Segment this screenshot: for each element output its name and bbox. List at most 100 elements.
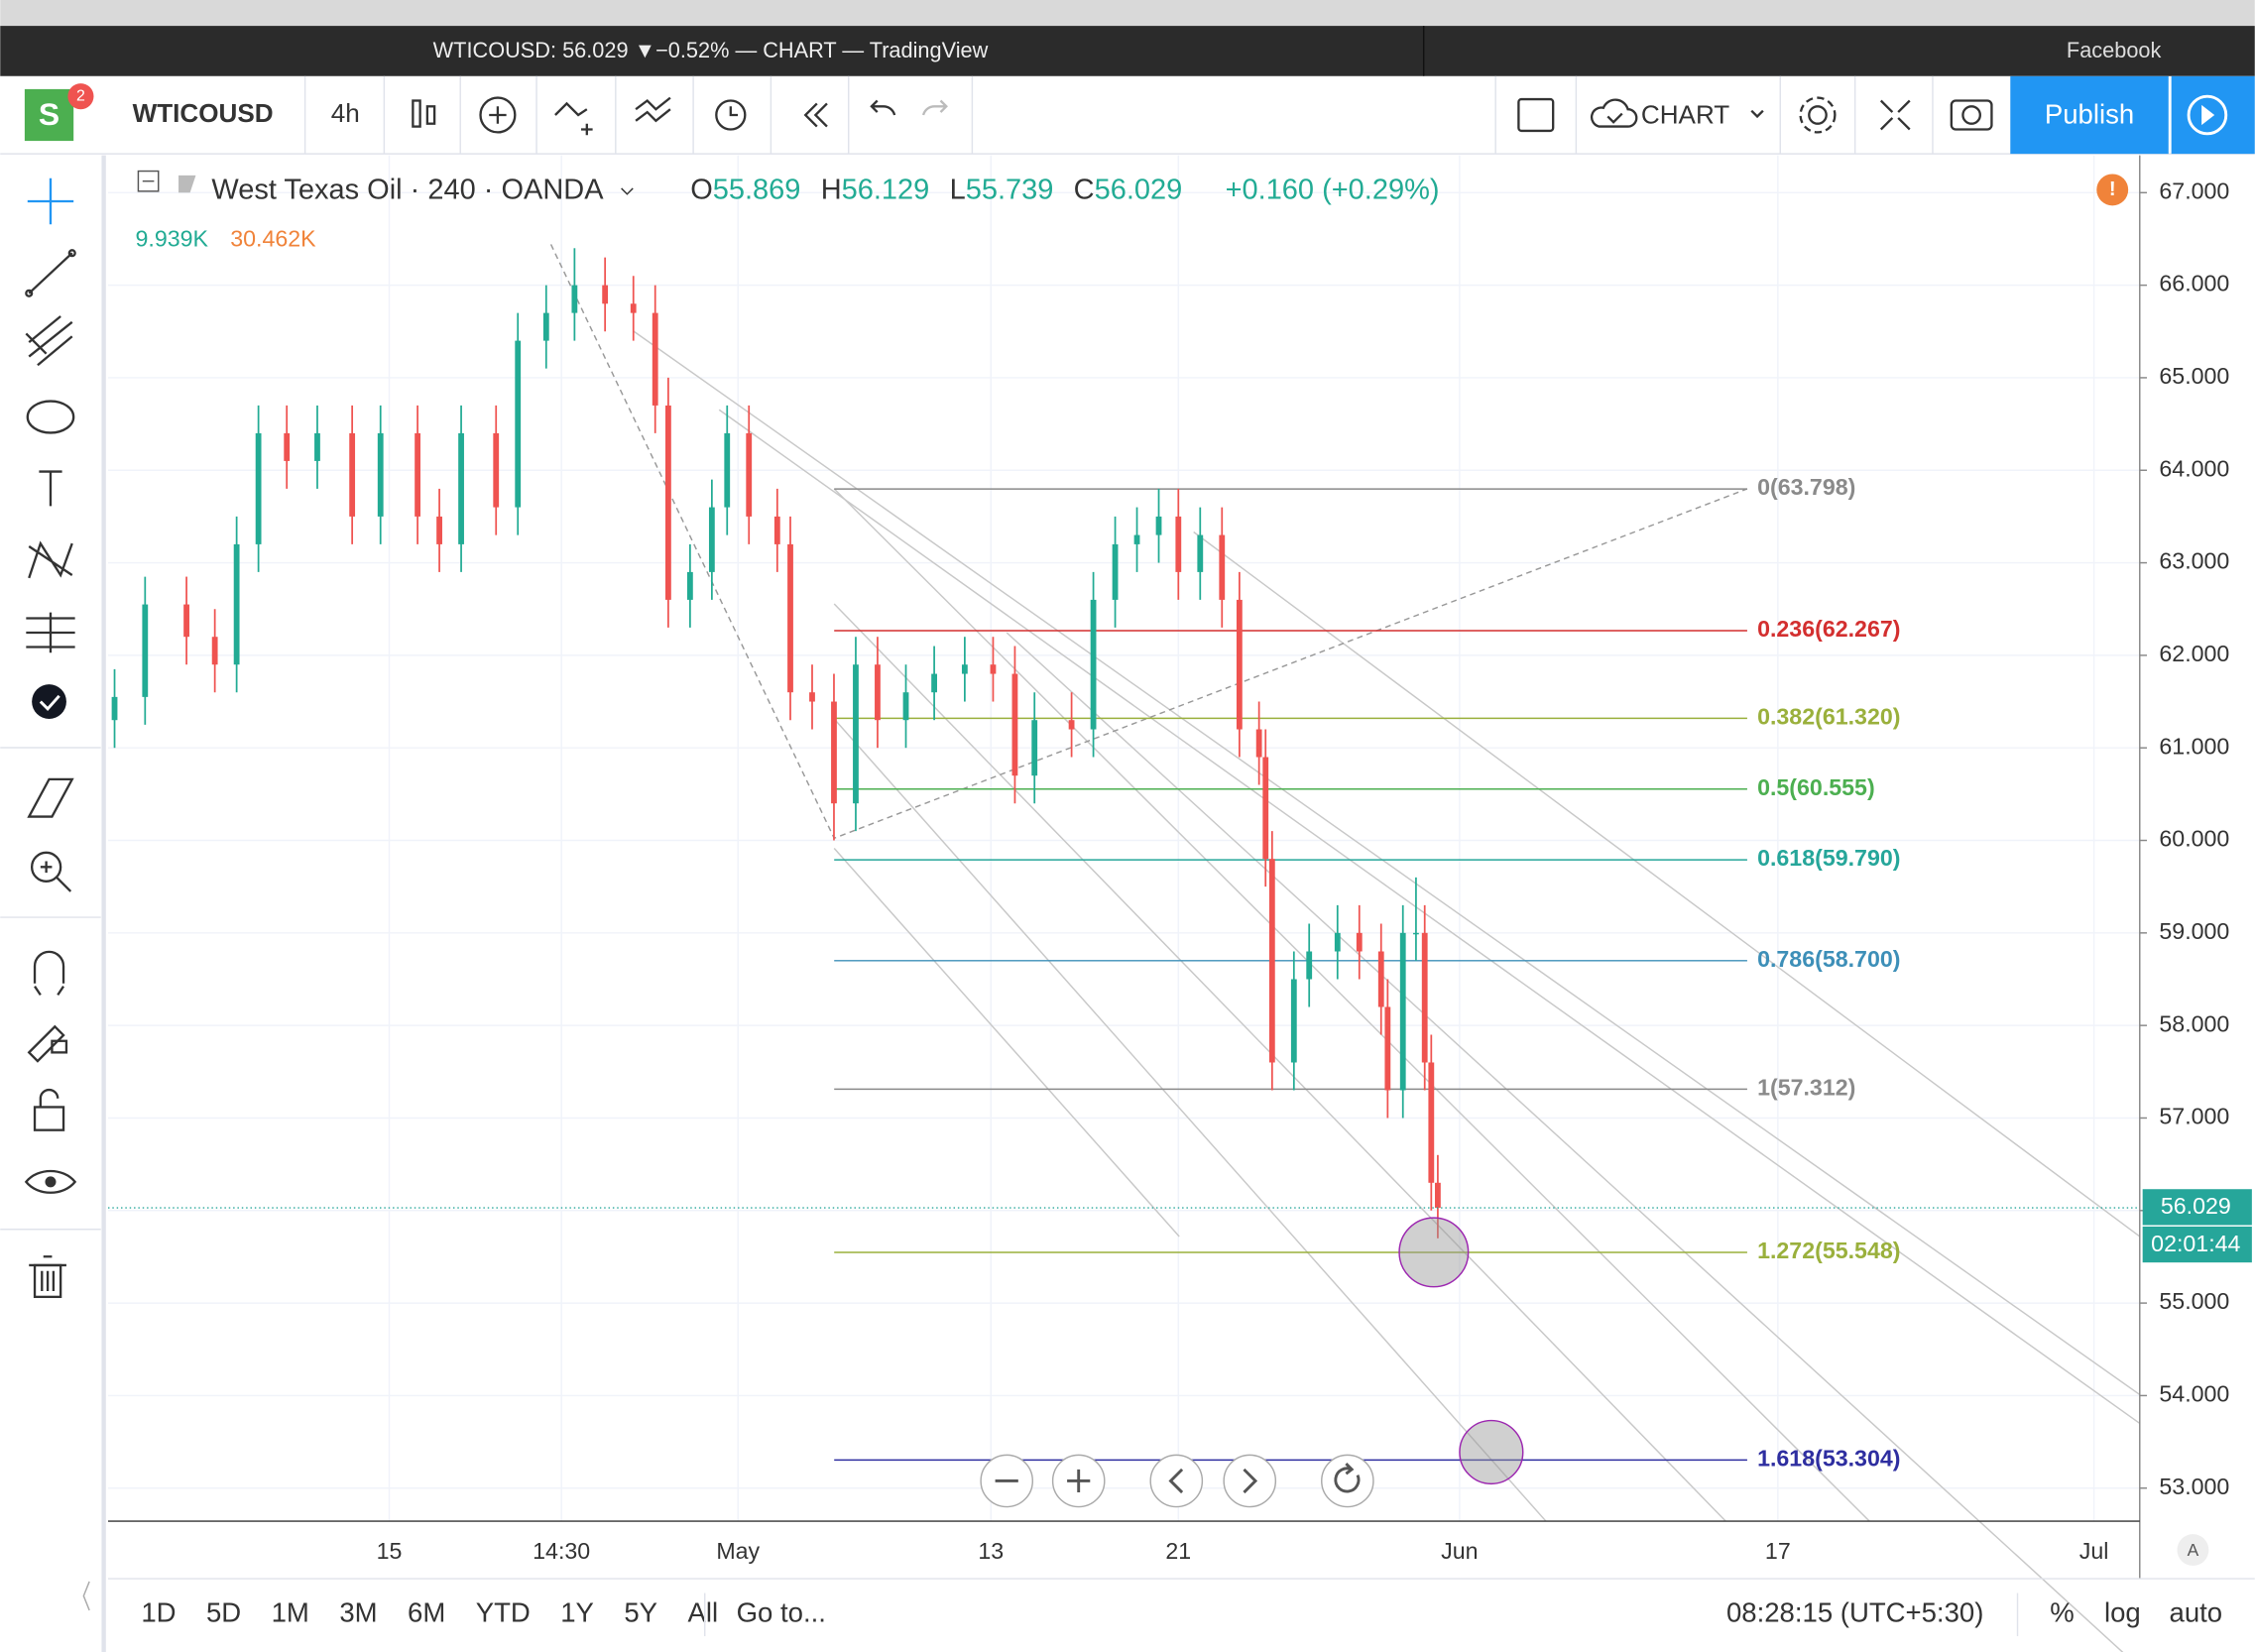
candle-body (515, 340, 522, 508)
fib-label: 0(63.798) (1757, 474, 1855, 500)
x-tick-label: 21 (1165, 1538, 1191, 1564)
range-button[interactable]: 3M (339, 1597, 377, 1628)
channel-line (1006, 632, 2124, 1652)
avatar-letter: S (39, 96, 59, 132)
fib-label: 1.272(55.548) (1757, 1238, 1900, 1263)
tool-check[interactable] (32, 684, 66, 719)
symbol[interactable]: WTICOUSD (133, 98, 274, 128)
layout-name[interactable]: CHART (1641, 99, 1729, 129)
candle-body (686, 571, 693, 600)
range-button[interactable]: 5D (206, 1597, 241, 1628)
interval[interactable]: 4h (331, 98, 360, 128)
y-tick-label: 57.000 (2159, 1104, 2229, 1129)
instrument-name[interactable]: West Texas Oil · 240 · OANDA (211, 175, 604, 206)
range-button[interactable]: 1D (141, 1597, 176, 1628)
candle-body (493, 432, 500, 508)
target-circle (1459, 1419, 1524, 1485)
fib-label: 1(57.312) (1757, 1074, 1855, 1100)
clock: 08:28:15 (UTC+5:30) (1726, 1597, 1983, 1628)
scroll-left[interactable] (1149, 1454, 1204, 1508)
range-button[interactable]: All (688, 1597, 719, 1628)
publish-button[interactable] (2010, 75, 2169, 155)
candle-body (255, 432, 262, 544)
axis-mode: A (2188, 1540, 2199, 1560)
candle-body (1155, 516, 1162, 535)
candle-body (458, 432, 464, 544)
y-tick-label: 60.000 (2159, 826, 2229, 852)
candle-body (183, 604, 189, 638)
candle-body (602, 285, 609, 304)
y-tick-label: 64.000 (2159, 455, 2229, 481)
axis-mode-button[interactable] (2177, 1534, 2209, 1567)
trend-line (549, 244, 1748, 840)
scale-option[interactable]: % (2050, 1597, 2074, 1628)
candle-body (853, 664, 859, 804)
alert-badge[interactable] (2096, 174, 2129, 206)
candle-body (1011, 673, 1018, 776)
reset[interactable] (1321, 1454, 1374, 1508)
candle-body (1290, 979, 1297, 1063)
scale-option[interactable]: auto (2170, 1597, 2223, 1628)
toolbar (0, 75, 2255, 155)
drawing-tools[interactable] (24, 177, 77, 1299)
candle-body (1090, 599, 1097, 730)
x-tick-label: 14:30 (533, 1538, 590, 1564)
candle-body (1068, 720, 1075, 730)
candle-body (1219, 534, 1226, 600)
volume: 9.939K (136, 225, 209, 251)
candle-body (1421, 932, 1428, 1063)
scale-option[interactable]: log (2104, 1597, 2141, 1628)
range-button[interactable]: YTD (476, 1597, 531, 1628)
candle-body (652, 312, 658, 406)
fib-label: 0.382(61.320) (1757, 703, 1900, 729)
collapse-toggle[interactable] (137, 170, 160, 192)
channel-line (833, 847, 1180, 1238)
candle-body (1236, 599, 1243, 730)
candle-body (349, 432, 356, 517)
x-tick-label: May (716, 1538, 760, 1564)
toolbar-icons[interactable] (412, 96, 1993, 136)
last-price-tag (2142, 1189, 2252, 1226)
chart-nav (980, 1454, 1374, 1508)
candle-body (724, 432, 731, 508)
candle-body (377, 432, 384, 517)
candle-body (990, 664, 997, 674)
fib-label: 0.5(60.555) (1757, 774, 1875, 800)
candle-body (1197, 534, 1204, 572)
flag-icon[interactable] (178, 175, 196, 193)
channel-line (833, 718, 1547, 1522)
y-tick-label: 58.000 (2159, 1010, 2229, 1036)
candle-body (1356, 932, 1363, 952)
candle-body (1428, 1062, 1435, 1183)
candle-body (1306, 951, 1313, 980)
channel-line (1193, 531, 2141, 1238)
avatar[interactable] (24, 88, 74, 142)
candle-body (1413, 932, 1419, 935)
target-circle (1398, 1217, 1470, 1288)
candle-body (284, 432, 291, 461)
ohlc-value: 56.129 (842, 175, 930, 206)
candle-body (1268, 859, 1275, 1063)
channel-line (833, 488, 1870, 1522)
range-button[interactable]: 5Y (624, 1597, 657, 1628)
goto[interactable]: Go to... (737, 1597, 826, 1628)
publish-label: Publish (2045, 99, 2134, 130)
ohlc-label: H (821, 175, 842, 206)
y-tick-label: 65.000 (2159, 363, 2229, 389)
range-button[interactable]: 6M (408, 1597, 445, 1628)
browser-tab[interactable]: Facebook (2067, 38, 2162, 62)
range-button[interactable]: 1Y (560, 1597, 594, 1628)
candle-body (809, 692, 815, 702)
ohlc-label: L (950, 175, 966, 206)
candle-body (902, 692, 909, 721)
ohlc-value: 56.029 (1095, 175, 1183, 206)
window-title: WTICOUSD: 56.029 ▼−0.52% — CHART — Tradi… (433, 38, 989, 62)
range-button[interactable]: 1M (272, 1597, 309, 1628)
y-tick-label: 54.000 (2159, 1381, 2229, 1407)
candle-body (111, 696, 118, 721)
candle-body (436, 516, 442, 544)
y-tick-label: 66.000 (2159, 271, 2229, 296)
scroll-right[interactable] (1223, 1454, 1277, 1508)
collapse-left[interactable] (82, 1581, 90, 1611)
